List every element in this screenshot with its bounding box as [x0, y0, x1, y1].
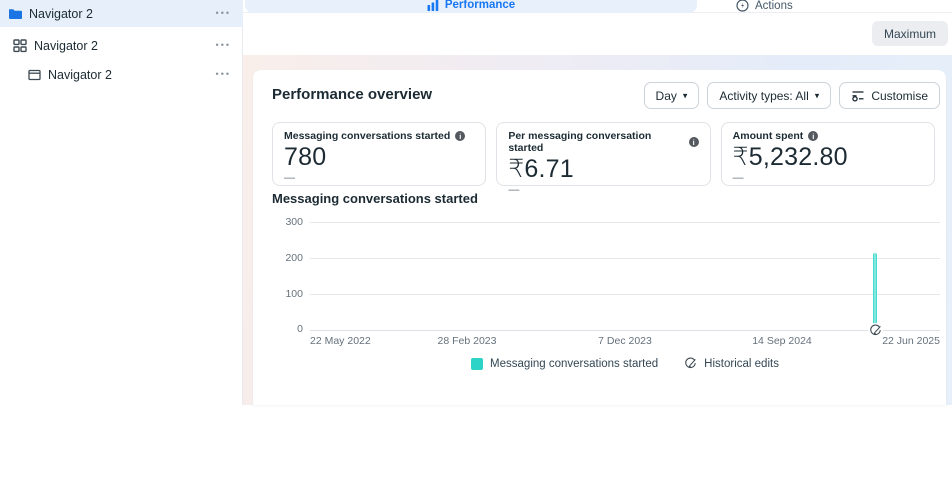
- metric-cards-row: Messaging conversations started i 780 — …: [272, 122, 935, 196]
- customise-button-label: Customise: [871, 88, 928, 103]
- tab-performance[interactable]: Performance: [245, 0, 697, 13]
- folder-icon: [8, 7, 23, 20]
- metric-value: ₹5,232.80: [732, 143, 848, 171]
- info-icon[interactable]: i: [688, 137, 699, 147]
- y-tick-label: 100: [285, 288, 303, 300]
- x-tick-label: 7 Dec 2023: [598, 335, 652, 347]
- metric-card-conversations[interactable]: Messaging conversations started i 780 —: [272, 122, 487, 186]
- dots-menu-icon[interactable]: •••: [215, 7, 231, 18]
- customise-button[interactable]: Customise: [839, 82, 940, 109]
- sidebar-item-ad[interactable]: Navigator 2 •••: [0, 61, 243, 88]
- interval-dropdown-label: Day: [655, 88, 677, 103]
- report-toolbar: Maximum: [243, 13, 952, 55]
- chart-legend: Messaging conversations started Historic…: [310, 357, 940, 370]
- legend-item-historical-edits: Historical edits: [684, 357, 779, 370]
- info-icon[interactable]: i: [455, 131, 466, 141]
- metric-card-cost-per-conversation[interactable]: Per messaging conversation started i ₹6.…: [496, 122, 711, 196]
- frame-icon: [28, 69, 41, 81]
- dots-menu-icon[interactable]: •••: [215, 39, 231, 50]
- sidebar-item-campaign[interactable]: Navigator 2 •••: [0, 0, 243, 27]
- x-axis-line: [310, 330, 940, 331]
- historical-edit-axis-marker[interactable]: [868, 323, 884, 338]
- legend-label: Historical edits: [704, 357, 779, 370]
- x-tick-label: 22 May 2022: [310, 335, 371, 347]
- metric-change: —: [508, 184, 520, 196]
- bar-chart-icon: [427, 0, 439, 11]
- sidebar-item-adset[interactable]: Navigator 2 •••: [0, 32, 243, 59]
- chart-spike-conversations[interactable]: [873, 252, 878, 330]
- x-tick-label: 22 Jun 2025: [882, 335, 940, 347]
- y-tick-label: 0: [297, 323, 303, 335]
- maximum-button[interactable]: Maximum: [871, 21, 948, 46]
- report-tab-bar: Performance Actions: [243, 0, 952, 13]
- section-title: Performance overview: [272, 86, 433, 103]
- dots-menu-icon[interactable]: •••: [215, 68, 231, 79]
- legend-item-conversations: Messaging conversations started: [471, 357, 659, 370]
- legend-label: Messaging conversations started: [490, 357, 659, 370]
- gridline: [310, 294, 940, 295]
- y-tick-label: 200: [285, 252, 303, 264]
- pencil-circle-icon: [684, 357, 697, 370]
- tab-actions-label: Actions: [755, 0, 793, 12]
- metric-change: —: [732, 172, 744, 184]
- gridline: [310, 222, 940, 223]
- chart-title: Messaging conversations started: [272, 191, 478, 206]
- tab-performance-label: Performance: [444, 0, 516, 11]
- sliders-gear-icon: [851, 89, 865, 102]
- x-tick-label: 28 Feb 2023: [437, 335, 497, 347]
- info-icon[interactable]: i: [808, 131, 819, 141]
- overview-controls: Day ▾ Activity types: All ▾ Customise: [643, 82, 940, 109]
- metric-change: —: [284, 172, 295, 184]
- performance-overview-card: Performance overview Day ▾ Activity type…: [253, 70, 946, 405]
- sidebar-item-label: Navigator 2: [34, 38, 98, 53]
- chevron-down-icon: ▾: [814, 90, 820, 101]
- metric-label: Messaging conversations started: [284, 130, 451, 142]
- sidebar-item-label: Navigator 2: [29, 6, 93, 21]
- metric-label: Per messaging conversation started: [508, 130, 652, 154]
- interval-dropdown[interactable]: Day ▾: [643, 82, 700, 109]
- metric-card-amount-spent[interactable]: Amount spent i ₹5,232.80 —: [720, 122, 935, 186]
- grid-icon: [13, 38, 27, 53]
- tab-actions[interactable]: Actions: [736, 0, 793, 13]
- sidebar-item-label: Navigator 2: [48, 67, 112, 82]
- activity-types-dropdown[interactable]: Activity types: All ▾: [707, 82, 832, 109]
- y-tick-label: 300: [285, 216, 303, 228]
- metric-value: ₹6.71: [508, 155, 574, 183]
- lightning-circle-icon: [736, 0, 749, 12]
- metric-label: Amount spent: [732, 130, 804, 142]
- teal-square-swatch: [471, 357, 484, 370]
- gridline: [310, 258, 940, 259]
- activity-types-label: Activity types: All: [719, 88, 809, 103]
- chevron-down-icon: ▾: [682, 90, 688, 101]
- x-tick-label: 14 Sep 2024: [752, 335, 812, 347]
- navigator-sidebar: Navigator 2 ••• Navigator 2 ••• Navigato…: [0, 0, 243, 405]
- metric-value: 780: [284, 143, 327, 171]
